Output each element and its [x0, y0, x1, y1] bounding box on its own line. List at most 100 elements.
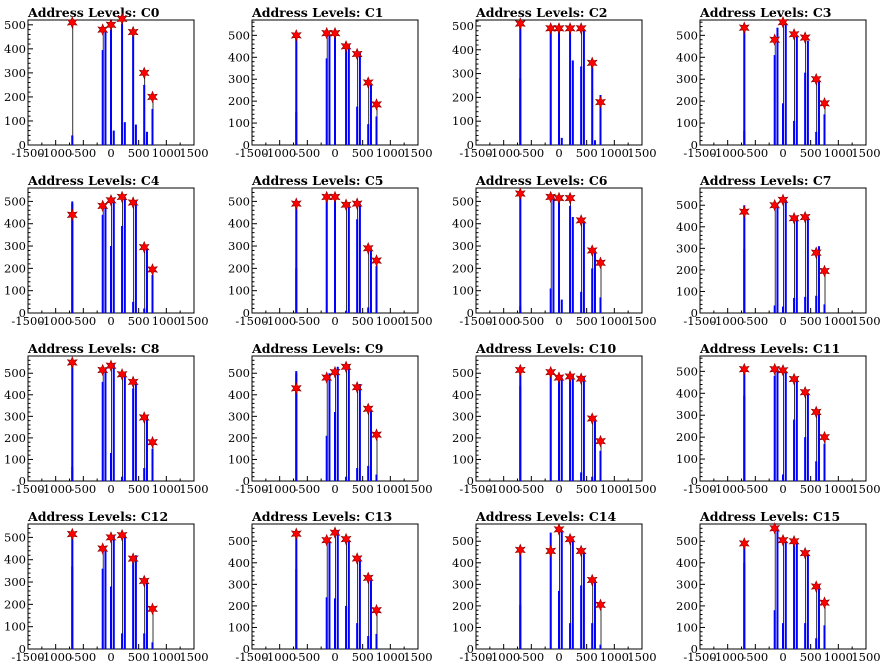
peak-marker: [595, 95, 606, 109]
x-tick-label: -1000: [711, 482, 744, 496]
histogram-bar: [347, 203, 350, 313]
histogram-bar: [823, 114, 826, 145]
peak-marker: [362, 76, 374, 89]
histogram-bar: [375, 633, 378, 649]
histogram-bar: [367, 307, 370, 313]
histogram-bar: [793, 543, 796, 649]
y-tick-label: 0: [691, 474, 698, 488]
x-tick-label: 500: [576, 146, 598, 160]
peak-marker: [105, 193, 117, 207]
x-tick-label: 1500: [627, 314, 656, 328]
x-tick-label: -1000: [263, 146, 296, 160]
histogram-bar: [104, 548, 107, 649]
histogram-bar: [817, 410, 820, 481]
histogram-bar: [782, 306, 784, 313]
histogram-bar: [795, 35, 798, 145]
histogram-bar: [823, 625, 826, 649]
histogram-bar: [519, 23, 522, 146]
x-tick-label: -500: [294, 650, 320, 664]
peak-marker: [138, 411, 150, 424]
peak-marker: [595, 256, 606, 270]
x-tick-label: 0: [555, 146, 562, 160]
y-tick-label: 500: [452, 194, 474, 208]
histogram-bar: [71, 201, 74, 313]
histogram-bar: [549, 373, 552, 481]
panel-c14: Address Levels: C14 0 100 200 300 400 500 -1500…: [452, 509, 657, 664]
histogram-bar: [123, 122, 126, 145]
panel-c15: Address Levels: C15 0 100 200 300 400 500 -1500…: [676, 509, 881, 664]
x-tick-label: 500: [352, 314, 374, 328]
peak-marker: [799, 546, 811, 560]
peak-marker: [514, 543, 526, 557]
x-tick-label: 1500: [851, 650, 880, 664]
x-tick-label: 1000: [376, 314, 405, 328]
peak-marker: [116, 12, 128, 26]
panel-c6: Address Levels: C60100200300400500-1500-…: [452, 173, 657, 328]
y-tick-label: 100: [676, 620, 698, 634]
y-tick-label: 300: [452, 409, 474, 423]
histogram-bar: [101, 50, 104, 145]
histogram-bar: [599, 95, 602, 145]
y-tick-label: 500: [676, 28, 698, 42]
x-tick-label: 0: [555, 482, 562, 496]
x-tick-label: -500: [518, 482, 544, 496]
peak-marker: [105, 531, 117, 544]
peak-marker: [564, 370, 576, 383]
histogram-bar: [784, 199, 787, 313]
x-tick-label: 1500: [403, 146, 432, 160]
peak-marker: [138, 66, 150, 80]
y-tick-label: 100: [676, 452, 698, 466]
peak-marker: [788, 211, 800, 225]
peak-marker: [738, 205, 750, 219]
peak-marker: [351, 197, 363, 210]
y-tick-label: 400: [676, 386, 698, 400]
peak-marker: [514, 187, 526, 200]
peak-marker: [738, 537, 750, 550]
panel-c10: Address Levels: C10 0 100 200 300 400 500 -1500…: [452, 341, 657, 496]
peak-marker: [66, 208, 78, 222]
y-tick-label: 200: [228, 94, 250, 108]
x-tick-label: -1000: [263, 482, 296, 496]
peak-marker: [595, 598, 606, 612]
x-tick-label: 1000: [152, 650, 181, 664]
panel-title: Address Levels: C1: [251, 5, 384, 20]
y-tick-label: 200: [4, 597, 26, 611]
histogram-bar: [795, 216, 798, 313]
x-tick-label: 500: [576, 650, 598, 664]
histogram-bar: [375, 474, 378, 481]
peak-marker: [545, 22, 557, 35]
histogram-bar: [793, 297, 796, 313]
x-tick-label: -1500: [459, 482, 492, 496]
x-tick-label: -1000: [263, 650, 296, 664]
histogram-bar: [552, 196, 555, 313]
histogram-bar: [569, 205, 572, 313]
x-tick-label: 1500: [627, 482, 656, 496]
histogram-bar: [599, 297, 602, 313]
x-tick-label: -500: [294, 314, 320, 328]
peak-marker: [553, 523, 565, 536]
peak-marker: [586, 412, 598, 425]
x-tick-label: -1500: [683, 314, 716, 328]
histogram-bar: [782, 103, 784, 145]
x-tick-label: 1500: [851, 482, 880, 496]
peak-marker: [545, 544, 557, 558]
x-tick-label: -1000: [39, 650, 72, 664]
histogram-bar: [782, 474, 784, 481]
histogram-bar: [356, 219, 359, 313]
histogram-bar: [571, 217, 574, 313]
x-tick-label: 1000: [376, 650, 405, 664]
histogram-bar: [112, 130, 115, 145]
histogram-bar: [295, 533, 298, 649]
peak-marker: [362, 402, 374, 416]
peak-marker: [769, 522, 781, 535]
x-tick-label: 1000: [376, 482, 405, 496]
y-tick-label: 500: [676, 198, 698, 212]
peak-marker: [116, 190, 128, 204]
histogram-bar: [806, 40, 809, 146]
y-tick-label: 0: [19, 474, 26, 488]
histogram-bar: [593, 418, 596, 481]
histogram-bar: [336, 366, 339, 481]
x-tick-label: -1000: [39, 314, 72, 328]
histogram-bar: [328, 34, 331, 145]
peak-marker: [564, 532, 576, 546]
